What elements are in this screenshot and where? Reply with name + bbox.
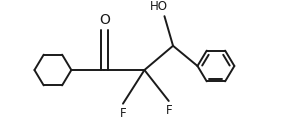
Text: O: O — [99, 13, 110, 27]
Text: HO: HO — [150, 0, 168, 13]
Text: F: F — [165, 104, 172, 117]
Text: F: F — [120, 107, 126, 120]
